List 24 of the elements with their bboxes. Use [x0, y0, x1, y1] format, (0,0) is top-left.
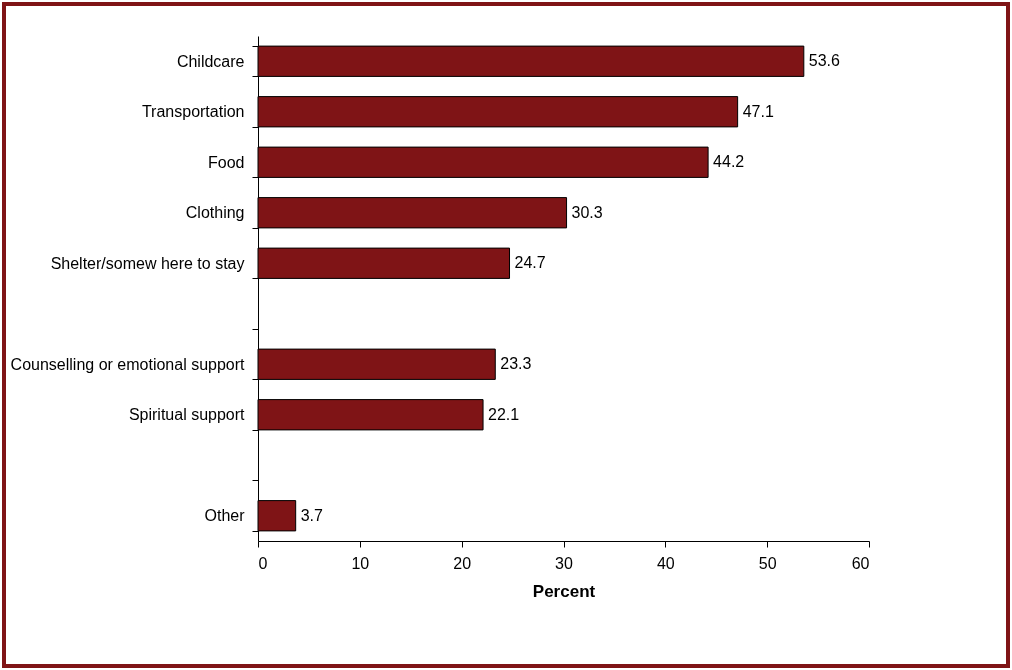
y-tick-label: Other	[204, 507, 246, 525]
data-label: 24.7	[514, 254, 546, 272]
data-label: 47.1	[742, 102, 774, 120]
x-tick-label: 40	[656, 554, 675, 572]
data-label: 53.6	[808, 52, 841, 70]
x-axis-title: Percent	[532, 581, 596, 601]
y-tick-label: Counselling or emotional support	[10, 355, 246, 373]
x-tick-label: 10	[351, 554, 370, 572]
data-label: 30.3	[571, 203, 603, 221]
x-tick-label: 30	[555, 554, 573, 572]
y-tick-label: Transportation	[141, 103, 245, 121]
data-label: 22.1	[488, 405, 520, 423]
y-tick-label: Food	[208, 153, 245, 171]
y-tick-label: Childcare	[176, 52, 245, 70]
data-label: 44.2	[713, 153, 745, 171]
x-tick-label: 0	[258, 554, 268, 572]
x-tick-label: 60	[851, 554, 870, 572]
y-tick-label: Clothing	[185, 204, 245, 222]
data-label: 3.7	[300, 506, 324, 524]
y-tick-label: Spiritual support	[128, 406, 246, 424]
x-tick-label: 20	[453, 554, 472, 572]
x-tick-label: 50	[758, 554, 777, 572]
data-label: 23.3	[500, 355, 532, 373]
y-tick-label: Shelter/somew here to stay	[50, 254, 245, 272]
